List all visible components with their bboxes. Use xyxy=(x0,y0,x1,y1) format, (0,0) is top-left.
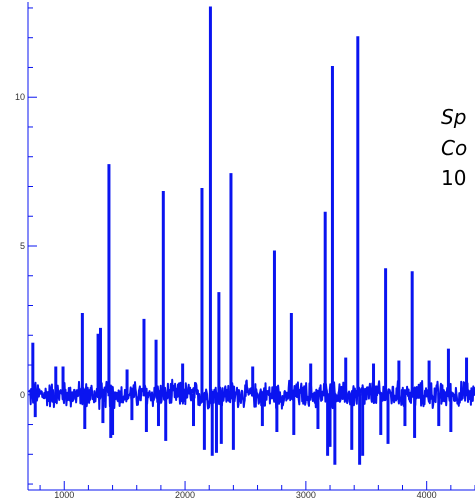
tick-labels: 0 5 10 1000 2000 3000 4000 xyxy=(15,92,437,498)
x-tick-label: 2000 xyxy=(175,490,195,498)
overlay-text-line3: 10 xyxy=(441,166,467,190)
y-tick-label: 0 xyxy=(20,390,25,400)
x-tick-label: 1000 xyxy=(54,490,74,498)
y-tick-label: 5 xyxy=(20,241,25,251)
overlay-text-line2: Co xyxy=(441,136,468,160)
chart-axes xyxy=(27,2,475,491)
overlay-text-line1: Sp xyxy=(441,105,467,129)
spike-layer xyxy=(31,6,469,465)
y-tick-label: 10 xyxy=(15,92,25,102)
x-tick-label: 4000 xyxy=(417,490,437,498)
x-tick-label: 3000 xyxy=(296,490,316,498)
